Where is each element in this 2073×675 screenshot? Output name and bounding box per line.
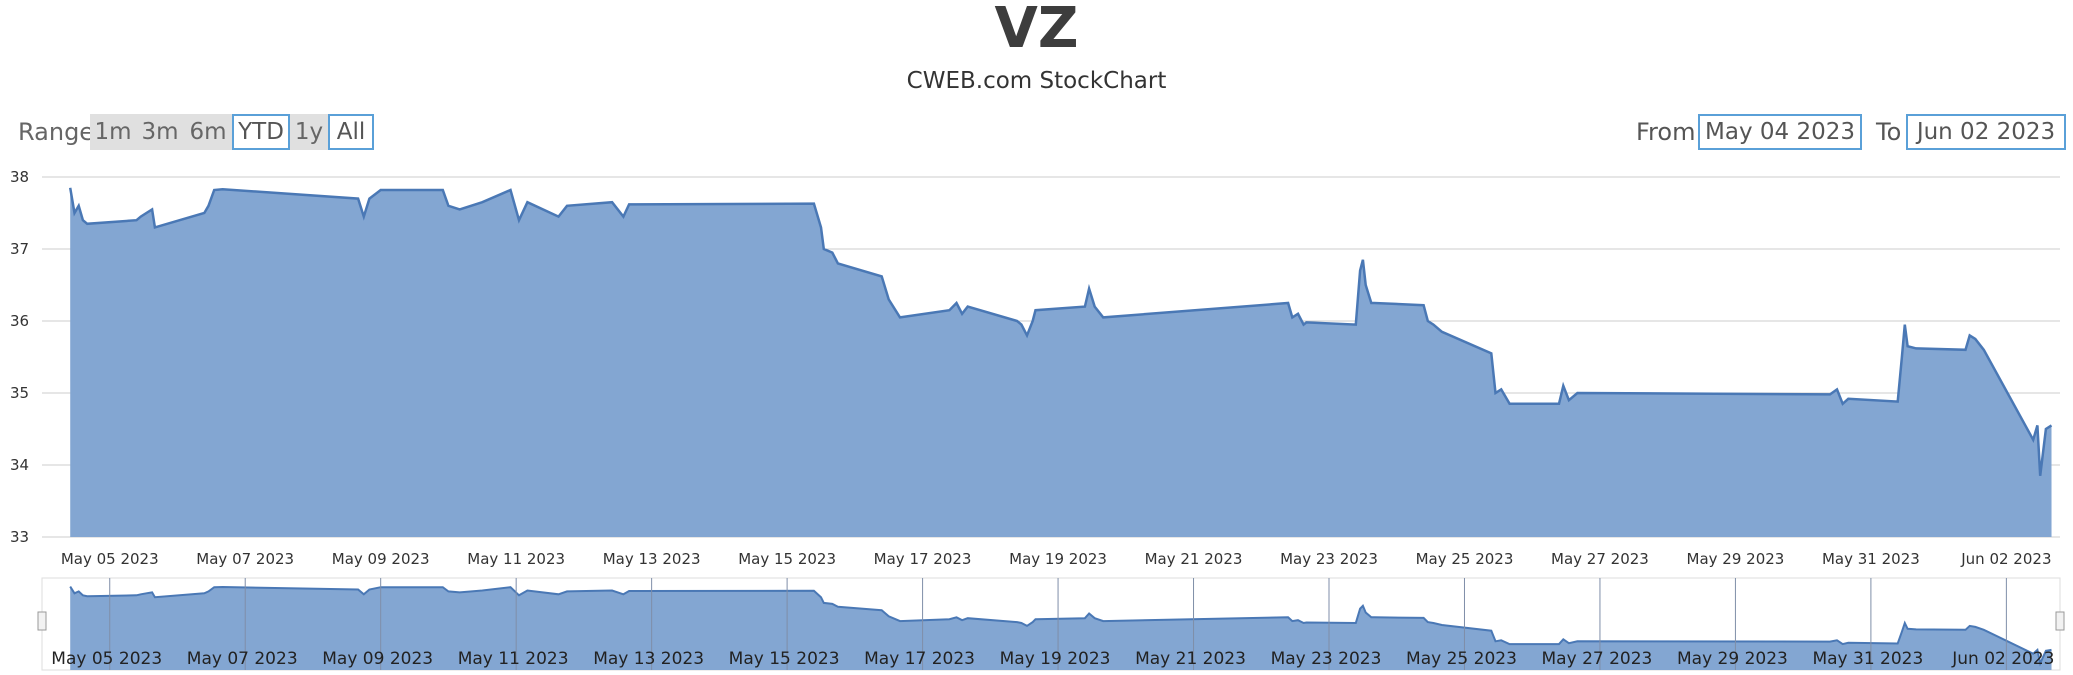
price-line (68, 187, 2053, 476)
x-tick-label: May 09 2023 (332, 550, 430, 568)
navigator-area (70, 586, 2052, 670)
navigator-line (69, 585, 2052, 667)
x-tick-label: May 27 2023 (1551, 550, 1649, 568)
x-tick-label: May 13 2023 (603, 550, 701, 568)
x-tick-label: May 07 2023 (196, 550, 294, 568)
x-tick-label: May 19 2023 (1009, 550, 1107, 568)
x-tick-label: May 23 2023 (1280, 550, 1378, 568)
from-date-input[interactable]: May 04 2023 (1698, 114, 1862, 150)
x-tick-label: May 31 2023 (1822, 550, 1920, 568)
range-button-6m[interactable]: 6m (184, 114, 232, 150)
navigator-tick-label: May 05 2023 (51, 649, 162, 669)
navigator-tick-label: May 21 2023 (1135, 649, 1246, 669)
to-label: To (1876, 118, 1902, 146)
navigator-tick-label: May 13 2023 (593, 649, 704, 669)
navigator-tick-label: May 15 2023 (729, 649, 840, 669)
range-button-ytd[interactable]: YTD (232, 114, 290, 150)
y-tick-label: 33 (10, 528, 29, 546)
navigator-tick-label: May 19 2023 (1000, 649, 1111, 669)
range-button-3m[interactable]: 3m (136, 114, 184, 150)
x-tick-label: Jun 02 2023 (1960, 550, 2051, 568)
navigator-tick-label: May 23 2023 (1271, 649, 1382, 669)
to-date-input[interactable]: Jun 02 2023 (1906, 114, 2066, 150)
range-button-1m[interactable]: 1m (90, 114, 136, 150)
x-tick-label: May 15 2023 (738, 550, 836, 568)
chart-title: VZ (994, 0, 1079, 61)
x-tick-label: May 25 2023 (1416, 550, 1514, 568)
y-tick-label: 38 (10, 168, 29, 186)
y-tick-label: 37 (10, 240, 29, 258)
price-area (70, 187, 2052, 538)
chart-subtitle: CWEB.com StockChart (906, 68, 1167, 94)
range-button-1y[interactable]: 1y (290, 114, 328, 150)
x-tick-label: May 05 2023 (61, 550, 159, 568)
x-tick-label: May 29 2023 (1687, 550, 1785, 568)
navigator-tick-label: Jun 02 2023 (1951, 649, 2054, 669)
y-tick-label: 35 (10, 384, 29, 402)
navigator-left-handle[interactable] (37, 611, 47, 631)
navigator-tick-label: May 29 2023 (1677, 649, 1788, 669)
navigator-tick-label: May 07 2023 (187, 649, 298, 669)
y-tick-label: 36 (10, 312, 29, 330)
x-tick-label: May 17 2023 (874, 550, 972, 568)
navigator-right-handle[interactable] (2055, 611, 2065, 631)
navigator-tick-label: May 31 2023 (1812, 649, 1923, 669)
navigator-tick-label: May 11 2023 (458, 649, 569, 669)
navigator-tick-label: May 27 2023 (1542, 649, 1653, 669)
navigator-tick-label: May 17 2023 (864, 649, 975, 669)
x-tick-label: May 11 2023 (467, 550, 565, 568)
range-button-all[interactable]: All (328, 114, 374, 150)
x-tick-label: May 21 2023 (1145, 550, 1243, 568)
y-tick-label: 34 (10, 456, 29, 474)
from-label: From (1636, 118, 1696, 146)
range-label: Range (18, 118, 95, 146)
navigator-tick-label: May 25 2023 (1406, 649, 1517, 669)
navigator-tick-label: May 09 2023 (322, 649, 433, 669)
